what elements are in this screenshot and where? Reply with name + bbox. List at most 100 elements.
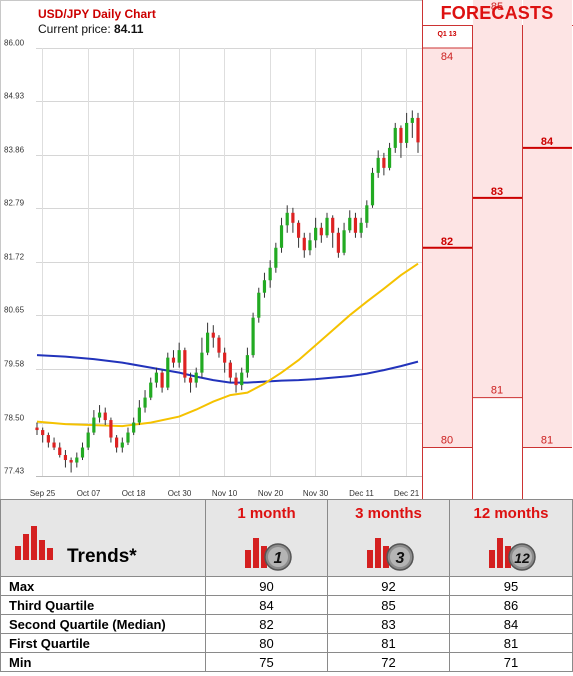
candle-up bbox=[86, 432, 90, 448]
candle-up bbox=[97, 412, 102, 418]
forecast-median-label: 83 bbox=[491, 186, 503, 198]
y-tick-label: 80.65 bbox=[4, 306, 25, 315]
candle-down bbox=[35, 427, 39, 431]
trend-col-12-months: 12 months 12 bbox=[449, 499, 573, 577]
trend-row-max: Max 90 92 95 bbox=[0, 576, 573, 596]
y-tick-label: 78.50 bbox=[4, 414, 25, 423]
row-value: 80 bbox=[205, 633, 328, 653]
candle-down bbox=[399, 127, 403, 143]
trends-label: Trends* bbox=[67, 546, 137, 567]
y-tick-label: 84.93 bbox=[4, 92, 25, 101]
candle-down bbox=[217, 337, 221, 353]
trend-col-label: 1 month bbox=[237, 505, 296, 522]
candle-down bbox=[296, 222, 301, 238]
forecast-median-label: 84 bbox=[541, 136, 554, 148]
chart-title: USD/JPY Daily Chart bbox=[38, 7, 156, 21]
usdjpy-chart: 86.00 84.93 83.86 82.79 81.72 80.65 79.58 78.50… bbox=[0, 0, 573, 500]
candle-up bbox=[274, 247, 278, 268]
candle-up bbox=[342, 230, 346, 253]
moving-average-long-line bbox=[36, 354, 419, 384]
candle-up bbox=[251, 317, 255, 356]
candle-up bbox=[240, 372, 244, 386]
candle-up bbox=[387, 147, 392, 168]
x-tick-label: Nov 30 bbox=[303, 489, 329, 498]
current-price-label: Current price: bbox=[38, 22, 111, 36]
row-label: Max bbox=[0, 576, 206, 596]
row-value: 92 bbox=[327, 576, 450, 596]
candle-up bbox=[262, 280, 267, 293]
candle-down bbox=[291, 212, 295, 223]
forecast-median-label: 82 bbox=[441, 236, 453, 248]
current-price-value: 84.11 bbox=[114, 22, 144, 36]
candle-up bbox=[126, 432, 130, 443]
candle-down bbox=[234, 377, 238, 386]
candle-down bbox=[331, 217, 335, 233]
forecast-q1-label: 81 bbox=[491, 385, 503, 397]
candle-down bbox=[160, 372, 164, 388]
forecast-q1-label: 81 bbox=[541, 435, 553, 447]
trends-table-area: Trends* 1 month 1 3 months bbox=[0, 499, 573, 676]
candle-up bbox=[359, 222, 363, 233]
candle-down bbox=[319, 227, 323, 236]
candle-down bbox=[58, 447, 62, 456]
y-tick-label: 86.00 bbox=[4, 39, 25, 48]
candle-down bbox=[336, 232, 340, 253]
candle-up bbox=[308, 240, 312, 251]
row-label: First Quartile bbox=[0, 633, 206, 653]
candle-down bbox=[223, 352, 227, 363]
row-label: Third Quartile bbox=[0, 595, 206, 615]
candle-up bbox=[149, 382, 153, 398]
candle-down bbox=[41, 430, 45, 436]
x-tick-label: Sep 25 bbox=[30, 489, 56, 498]
trend-clock-icon: 3 bbox=[366, 538, 414, 571]
row-value: 75 bbox=[205, 652, 328, 672]
candle-up bbox=[268, 267, 272, 281]
candle-down bbox=[171, 357, 176, 363]
forecast-col-label: Q1 13 bbox=[437, 31, 456, 38]
moving-average-short-line bbox=[36, 262, 419, 428]
trend-row-min: Min 75 72 71 bbox=[0, 652, 573, 672]
y-tick-label: 83.86 bbox=[4, 146, 25, 155]
forecast-q3-label: 84 bbox=[441, 51, 453, 63]
candle-up bbox=[410, 117, 414, 123]
row-value: 95 bbox=[449, 576, 573, 596]
candle-down bbox=[416, 117, 420, 143]
candle-down bbox=[103, 412, 107, 421]
candle-down bbox=[188, 377, 193, 383]
candle-down bbox=[109, 420, 113, 438]
row-value: 84 bbox=[449, 614, 573, 634]
candle-up bbox=[80, 447, 85, 458]
candle-up bbox=[205, 332, 210, 353]
candle-up bbox=[154, 372, 159, 383]
row-label: Min bbox=[0, 652, 206, 672]
x-tick-label: Dec 11 bbox=[349, 489, 374, 498]
candle-down bbox=[63, 455, 68, 461]
trends-table: Trends* 1 month 1 3 months bbox=[0, 499, 573, 672]
x-tick-label: Dec 21 bbox=[394, 489, 420, 498]
trend-clock-icon: 12 bbox=[489, 538, 536, 571]
candle-up bbox=[314, 227, 318, 241]
candle-up bbox=[245, 355, 250, 373]
candle-down bbox=[211, 332, 215, 338]
y-tick-label: 82.79 bbox=[4, 199, 25, 208]
candle-up bbox=[279, 225, 284, 248]
candle-up bbox=[120, 442, 124, 448]
row-value: 83 bbox=[327, 614, 450, 634]
trend-col-1-month: 1 month 1 bbox=[205, 499, 328, 577]
forecast-box bbox=[523, 0, 572, 448]
x-tick-label: Oct 07 bbox=[77, 489, 101, 498]
candle-up bbox=[365, 205, 369, 223]
y-tick-label: 79.58 bbox=[4, 360, 25, 369]
x-tick-label: Oct 30 bbox=[168, 489, 192, 498]
trend-row-first-quartile: First Quartile 80 81 81 bbox=[0, 633, 573, 653]
row-value: 84 bbox=[205, 595, 328, 615]
candle-down bbox=[183, 350, 187, 378]
candle-up bbox=[257, 292, 261, 318]
candle-up bbox=[393, 127, 397, 148]
candle-down bbox=[46, 435, 50, 443]
candle-down bbox=[228, 362, 232, 378]
svg-text:1: 1 bbox=[273, 550, 282, 567]
candle-up bbox=[177, 350, 181, 363]
x-tick-label: Oct 18 bbox=[122, 489, 146, 498]
svg-text:3: 3 bbox=[395, 550, 404, 567]
